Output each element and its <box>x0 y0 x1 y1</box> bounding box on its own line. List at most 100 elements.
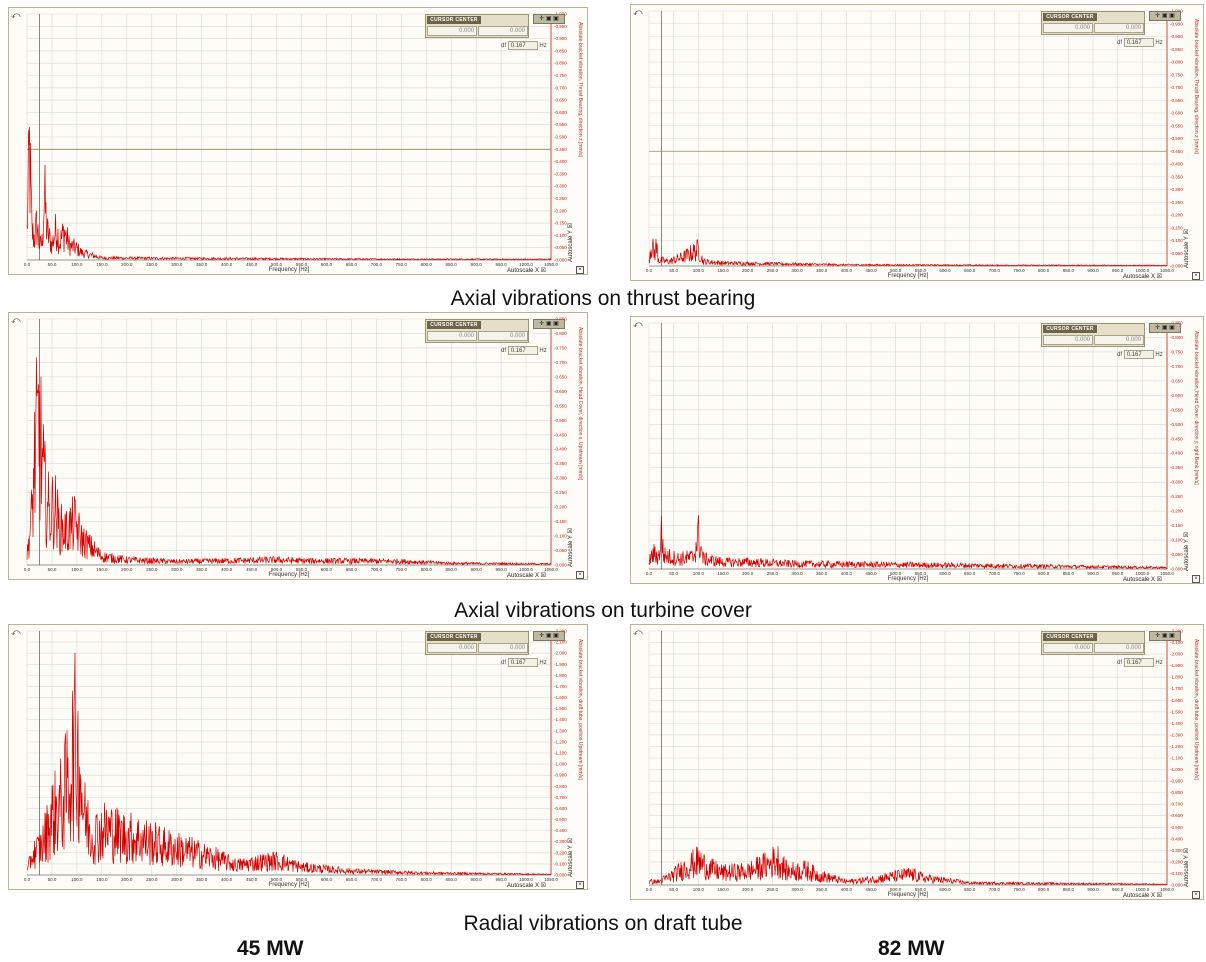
df-value[interactable]: 0.167 <box>1123 350 1154 359</box>
df-field: df 0.167 Hz <box>501 346 547 355</box>
reset-zoom-icon[interactable]: ⤺ <box>633 7 643 17</box>
autoscale-x-button[interactable]: Autoscale X ☒ <box>507 883 547 889</box>
cursor-center-button[interactable]: CURSOR CENTER <box>427 321 481 329</box>
y-axis-label: Absolute bracket vibration, Thrust Beari… <box>577 22 583 157</box>
cursor-center-box[interactable]: CURSOR CENTER 0.000 0.000 <box>425 631 529 655</box>
x-tick-label: 400.0 <box>841 571 853 576</box>
autoscale-x-button[interactable]: Autoscale X ☒ <box>1123 577 1163 583</box>
x-tick-label: 50.0 <box>48 262 57 267</box>
autoscale-y-button[interactable]: Autoscale Y ☒ <box>568 223 574 262</box>
close-icon[interactable]: × <box>576 881 584 889</box>
autoscale-x-button[interactable]: Autoscale X ☒ <box>1123 893 1163 899</box>
cursor-center-button[interactable]: CURSOR CENTER <box>1043 325 1097 333</box>
cursor-center-button[interactable]: CURSOR CENTER <box>1043 633 1097 641</box>
y-tick-label: -0.550 <box>1170 407 1183 412</box>
chart-panel-thrust-82mw[interactable]: 0.0 50.0 100.0 150.0 200.0 250.0 300.0 350.0 400… <box>630 4 1204 281</box>
cursor-tools-icon[interactable]: ✛ ▣ ▣ <box>1149 323 1181 333</box>
y-tick-label: -1.500 <box>1170 709 1183 714</box>
cursor-center-box[interactable]: CURSOR CENTER 0.000 0.000 <box>1041 323 1145 347</box>
x-tick-label: 150.0 <box>717 268 729 273</box>
y-tick-label: -0.800 <box>554 784 567 789</box>
chart-panel-draft-82mw[interactable]: 0.0 50.0 100.0 150.0 200.0 250.0 300.0 350.0 400… <box>630 624 1204 900</box>
df-value[interactable]: 0.167 <box>507 346 538 355</box>
df-value[interactable]: 0.167 <box>1123 38 1154 47</box>
x-tick-label: 900.0 <box>1087 887 1099 892</box>
autoscale-x-button[interactable]: Autoscale X ☒ <box>507 573 547 579</box>
x-tick-label: 500.0 <box>890 887 902 892</box>
cursor-center-box[interactable]: CURSOR CENTER 0.000 0.000 <box>425 14 529 38</box>
cursor-center-box[interactable]: CURSOR CENTER 0.000 0.000 <box>1041 11 1145 35</box>
x-tick-label: 650.0 <box>346 567 358 572</box>
autoscale-y-button[interactable]: Autoscale Y ☒ <box>568 528 574 567</box>
cursor-tools-icon[interactable]: ✛ ▣ ▣ <box>533 14 565 24</box>
cursor-center-box[interactable]: CURSOR CENTER 0.000 0.000 <box>1041 631 1145 655</box>
autoscale-x-button[interactable]: Autoscale X ☒ <box>507 268 547 274</box>
x-tick-label: 750.0 <box>396 567 408 572</box>
cursor-center-box[interactable]: CURSOR CENTER 0.000 0.000 <box>425 319 529 343</box>
y-tick-label: -0.500 <box>554 135 567 140</box>
cursor-tools-icon[interactable]: ✛ ▣ ▣ <box>533 631 565 641</box>
cursor-tools-icon[interactable]: ✛ ▣ ▣ <box>533 319 565 329</box>
autoscale-y-button[interactable]: Autoscale Y ☒ <box>1184 229 1190 268</box>
autoscale-y-button[interactable]: Autoscale Y ☒ <box>1184 848 1190 887</box>
x-tick-label: 450.0 <box>865 571 877 576</box>
df-unit: Hz <box>539 43 547 50</box>
chart-panel-thrust-45mw[interactable]: 0.0 50.0 100.0 150.0 200.0 250.0 300.0 350.0 400… <box>8 7 588 275</box>
y-tick-label: -0.700 <box>1170 364 1183 369</box>
x-axis-label: Frequency [Hz] <box>887 576 929 582</box>
x-tick-label: 150.0 <box>96 877 108 882</box>
x-tick-label: 450.0 <box>246 877 258 882</box>
x-tick-label: 950.0 <box>1112 268 1124 273</box>
x-tick-label: 550.0 <box>915 887 927 892</box>
df-value[interactable]: 0.167 <box>1123 658 1154 667</box>
x-axis-label: Frequency [Hz] <box>887 892 929 898</box>
spectrum-trace <box>648 846 1168 886</box>
y-tick-label: -0.250 <box>554 196 567 201</box>
chart-panel-cover-82mw[interactable]: 0.0 50.0 100.0 150.0 200.0 250.0 300.0 350.0 400… <box>630 316 1204 584</box>
y-tick-label: -0.500 <box>1170 422 1183 427</box>
y-tick-label: -0.000 <box>1170 883 1183 888</box>
close-icon[interactable]: × <box>1192 575 1200 583</box>
autoscale-y-button[interactable]: Autoscale Y ☒ <box>1184 532 1190 571</box>
cursor-center-button[interactable]: CURSOR CENTER <box>427 16 481 24</box>
close-icon[interactable]: × <box>576 571 584 579</box>
spectrum-plot[interactable]: 0.0 50.0 100.0 150.0 200.0 250.0 300.0 350.0 400… <box>631 625 1205 901</box>
x-tick-label: 950.0 <box>495 262 507 267</box>
reset-zoom-icon[interactable]: ⤺ <box>633 319 643 329</box>
reset-zoom-icon[interactable]: ⤺ <box>11 627 21 637</box>
reset-zoom-icon[interactable]: ⤺ <box>11 10 21 20</box>
close-icon[interactable]: × <box>1192 891 1200 899</box>
y-tick-label: -2.100 <box>554 640 567 645</box>
df-field: df 0.167 Hz <box>1117 658 1163 667</box>
cursor-center-button[interactable]: CURSOR CENTER <box>427 633 481 641</box>
x-tick-label: 750.0 <box>1013 887 1025 892</box>
y-tick-label: -0.100 <box>554 861 567 866</box>
cursor-tools-icon[interactable]: ✛ ▣ ▣ <box>1149 631 1181 641</box>
autoscale-y-button[interactable]: Autoscale Y ☒ <box>568 838 574 877</box>
df-value[interactable]: 0.167 <box>507 41 538 50</box>
df-value[interactable]: 0.167 <box>507 658 538 667</box>
y-tick-label: -0.050 <box>1170 251 1183 256</box>
x-tick-label: 200.0 <box>742 887 754 892</box>
df-unit: Hz <box>539 660 547 667</box>
spectrum-plot[interactable]: 0.0 50.0 100.0 150.0 200.0 250.0 300.0 350.0 400… <box>9 8 589 276</box>
y-tick-label: -1.700 <box>1170 686 1183 691</box>
chart-panel-draft-45mw[interactable]: 0.0 50.0 100.0 150.0 200.0 250.0 300.0 350.0 400… <box>8 624 588 890</box>
x-tick-label: 300.0 <box>171 262 183 267</box>
cursor-center-button[interactable]: CURSOR CENTER <box>1043 13 1097 21</box>
spectrum-plot[interactable]: 0.0 50.0 100.0 150.0 200.0 250.0 300.0 350.0 400… <box>631 317 1205 585</box>
close-icon[interactable]: × <box>1192 272 1200 280</box>
reset-zoom-icon[interactable]: ⤺ <box>633 627 643 637</box>
y-tick-label: -0.250 <box>554 490 567 495</box>
y-tick-label: -0.800 <box>554 331 567 336</box>
autoscale-x-button[interactable]: Autoscale X ☒ <box>1123 274 1163 280</box>
y-tick-label: -0.400 <box>1170 162 1183 167</box>
y-tick-label: -0.700 <box>1170 802 1183 807</box>
cursor-tools-icon[interactable]: ✛ ▣ ▣ <box>1149 11 1181 21</box>
close-icon[interactable]: × <box>576 266 584 274</box>
y-tick-label: -0.200 <box>1170 213 1183 218</box>
x-tick-label: 1050.0 <box>1160 887 1174 892</box>
x-tick-label: 850.0 <box>1063 887 1075 892</box>
reset-zoom-icon[interactable]: ⤺ <box>11 315 21 325</box>
chart-panel-cover-45mw[interactable]: 0.0 50.0 100.0 150.0 200.0 250.0 300.0 350.0 400… <box>8 312 588 580</box>
